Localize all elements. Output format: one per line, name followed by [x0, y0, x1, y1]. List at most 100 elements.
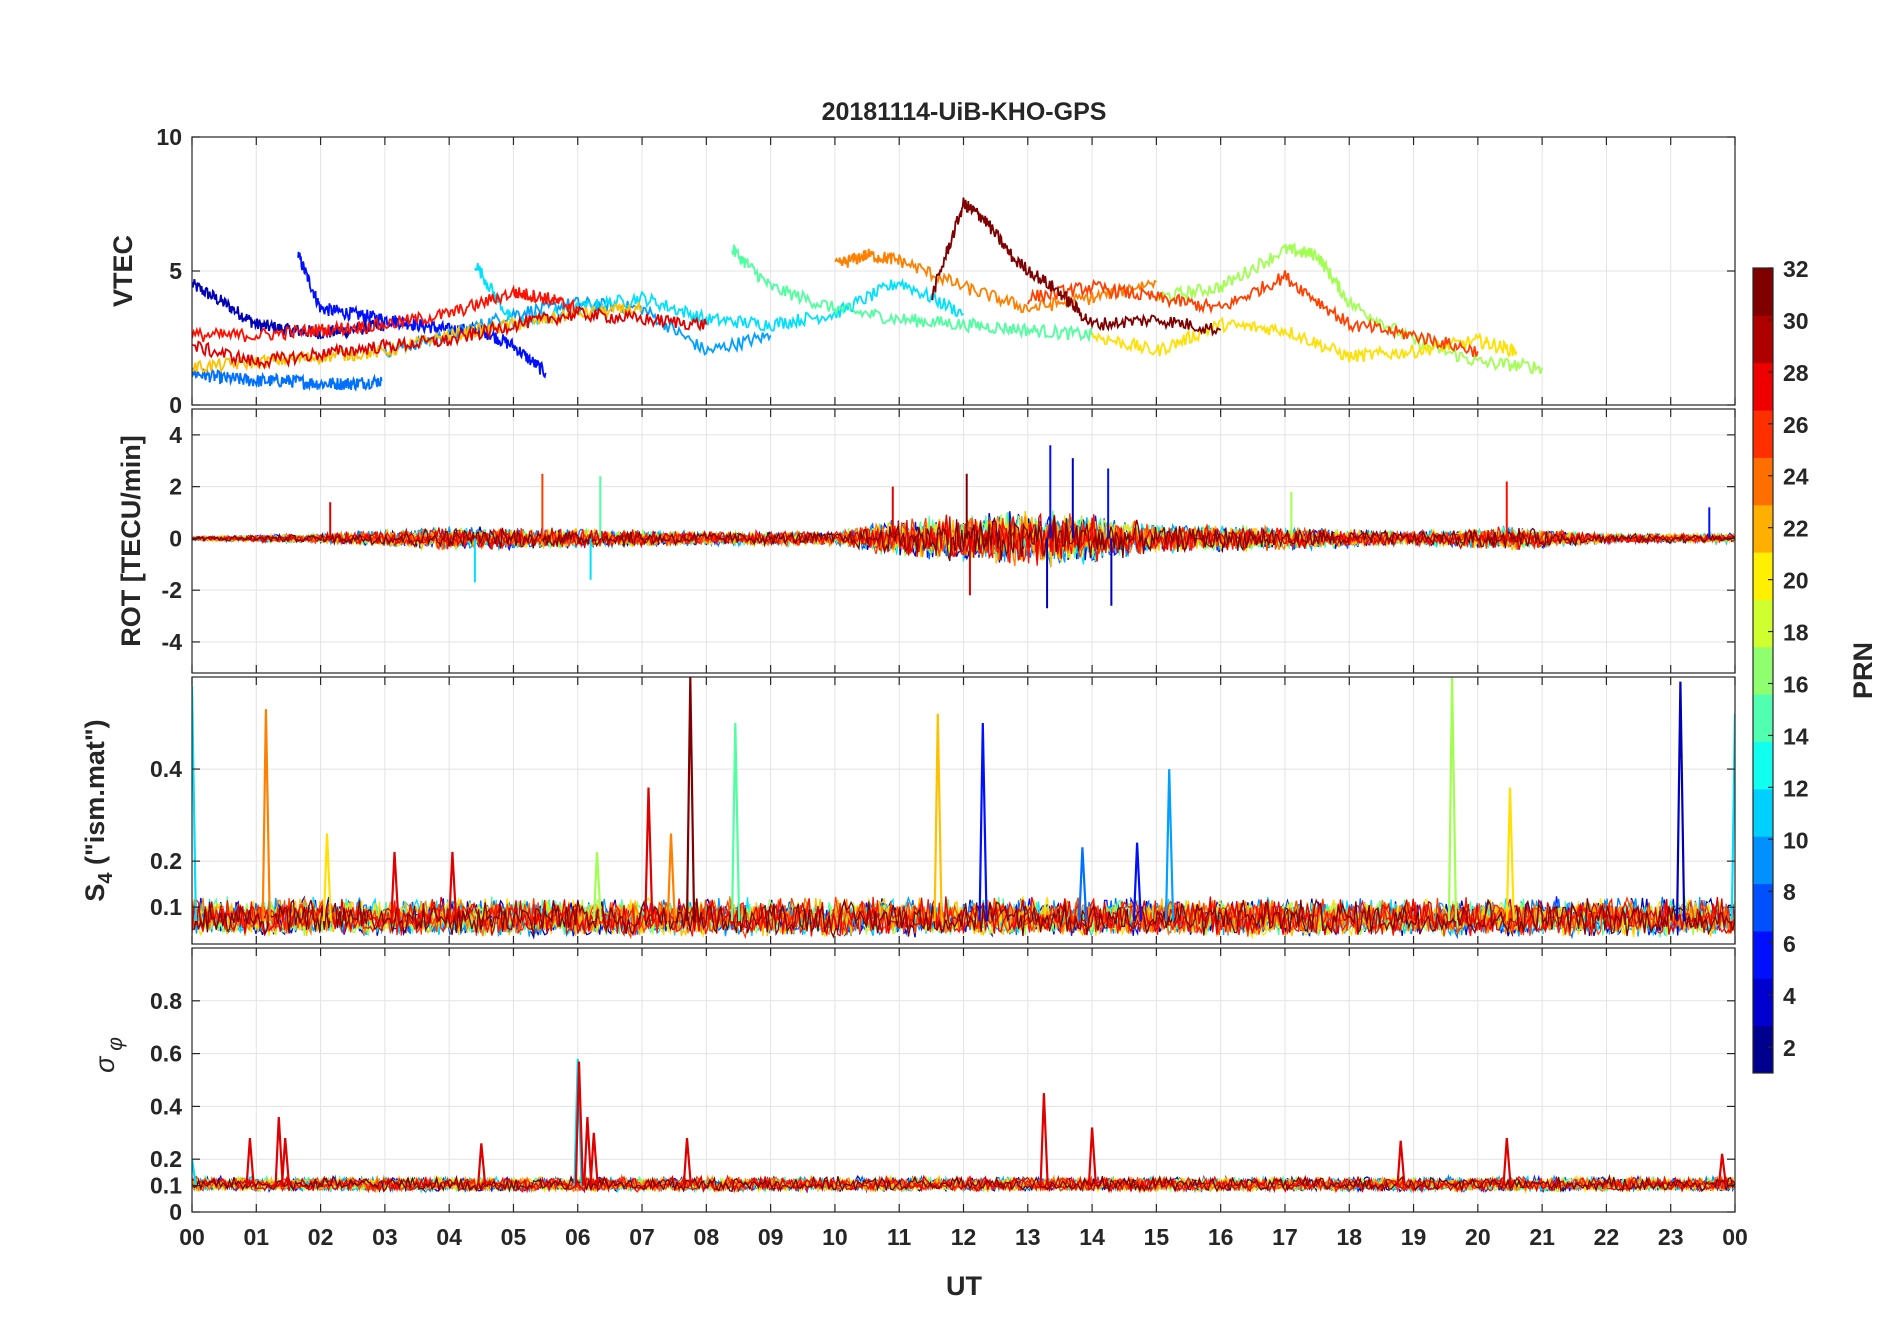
- vtec-series-prn-22: [192, 301, 643, 374]
- x-tick-label: 07: [629, 1224, 655, 1250]
- colorbar-segment: [1753, 457, 1773, 506]
- y-tick-label: 5: [169, 258, 182, 284]
- vtec-series-prn-24: [834, 248, 1157, 314]
- vtec-series-prn-16: [731, 244, 1093, 343]
- y-tick-label: 10: [156, 124, 182, 150]
- y-axis-label-panel-rot: ROT [TECU/min]: [116, 435, 146, 646]
- colorbar-tick-label: 6: [1783, 931, 1796, 957]
- y-axis-label-s4: S4 ("ism.mat"): [80, 719, 117, 901]
- s4-spike-0: [192, 686, 197, 922]
- y-tick-label: 0.4: [150, 1093, 182, 1119]
- y-tick-label: 0.2: [150, 848, 182, 874]
- x-axis-tick-labels: 00 01 02 03 04 05 06 07 08 09 10 11 12 13 14 15 16 17 18 19…: [179, 1224, 1748, 1250]
- colorbar-tick-label: 8: [1783, 879, 1796, 905]
- panel-s4: 0.1 0.2 0.4 S4 ("ism.mat"): [80, 676, 1736, 945]
- x-tick-label: 13: [1015, 1224, 1041, 1250]
- colorbar-segment: [1753, 836, 1773, 885]
- x-tick-label: 00: [1722, 1224, 1748, 1250]
- x-axis-label: UT: [946, 1271, 982, 1301]
- colorbar-tick-label: 30: [1783, 308, 1809, 334]
- s4-spike-15: [1447, 677, 1458, 922]
- x-tick-label: 15: [1144, 1224, 1170, 1250]
- s4-spike-3: [390, 851, 400, 922]
- colorbar-segment: [1753, 930, 1773, 979]
- x-tick-label: 09: [758, 1224, 784, 1250]
- sigma-spike-6: [574, 1061, 584, 1186]
- y-tick-label: 0.6: [150, 1041, 182, 1067]
- vtec-series-prn-28: [192, 284, 579, 343]
- s4-spike-13: [1132, 842, 1142, 922]
- s4-spike-4: [448, 851, 458, 922]
- colorbar-tick-label: 16: [1783, 671, 1809, 697]
- s4-spike-8: [685, 677, 696, 922]
- y-tick-label: 4: [169, 422, 182, 448]
- y-tick-label: 0.2: [150, 1146, 182, 1172]
- colorbar-segment: [1753, 599, 1773, 648]
- sigma-spike-13: [1502, 1138, 1512, 1186]
- x-tick-label: 06: [565, 1224, 591, 1250]
- colorbar-segment: [1753, 410, 1773, 458]
- vtec-series-prn-10: [384, 295, 772, 358]
- x-tick-label: 00: [179, 1224, 205, 1250]
- rot-trace-13: [192, 516, 1735, 562]
- chart-title: 20181114-UiB-KHO-GPS: [822, 98, 1107, 126]
- panel-sigma-phi: 00.10.2 0.4 0.6 0.8 σ φ: [90, 947, 1736, 1225]
- s4-spike-2: [322, 833, 332, 922]
- colorbar-tick-label: 32: [1783, 256, 1809, 282]
- colorbar-segment: [1753, 504, 1773, 553]
- y-axis-label-s4-main: S: [80, 884, 110, 902]
- s4-spike-16: [1505, 787, 1515, 922]
- y-tick-label: 0: [169, 525, 182, 551]
- x-tick-label: 08: [694, 1224, 720, 1250]
- colorbar-segment: [1753, 978, 1773, 1027]
- sigma-spike-12: [1396, 1140, 1406, 1186]
- colorbar-segment: [1753, 883, 1773, 932]
- x-tick-label: 22: [1594, 1224, 1620, 1250]
- vtec-series-prn-32: [931, 197, 1222, 337]
- colorbar-tick-label: 12: [1783, 775, 1809, 801]
- vtec-series-prn-20: [1091, 316, 1518, 363]
- x-tick-label: 14: [1079, 1224, 1105, 1250]
- x-tick-label: 04: [436, 1224, 462, 1250]
- x-tick-label: 03: [372, 1224, 398, 1250]
- s4-spike-6: [644, 787, 654, 922]
- plot-area-panel-rot: [192, 445, 1735, 609]
- y-axis-label-s4-sub: 4: [95, 872, 117, 884]
- colorbar-segment: [1753, 741, 1773, 790]
- y-tick-label: 0.1: [150, 1173, 182, 1199]
- colorbar-tick-label: 14: [1783, 723, 1809, 749]
- colorbar-tick-label: 2: [1783, 1035, 1796, 1061]
- plot-area-panel-sigma: [192, 1058, 1735, 1194]
- s4-spike-12: [1078, 847, 1088, 922]
- x-tick-label: 10: [822, 1224, 848, 1250]
- colorbar-tick-label: 22: [1783, 516, 1809, 542]
- plot-area-panel-vtec: [192, 197, 1543, 392]
- sigma-spike-0: [192, 1159, 197, 1186]
- y-tick-label: 0: [169, 392, 182, 418]
- sigma-spike-8: [589, 1132, 599, 1186]
- sigma-spike-9: [682, 1138, 692, 1186]
- colorbar-segment: [1753, 1025, 1773, 1074]
- sigma-spike-3: [280, 1138, 291, 1186]
- s4-spike-9: [730, 722, 741, 922]
- vtec-series-prn-12: [474, 262, 964, 332]
- sigma-spike-2: [274, 1116, 284, 1186]
- sigma-spike-5: [573, 1058, 583, 1186]
- s4-spike-1: [261, 709, 271, 922]
- y-tick-label: 0.4: [150, 756, 182, 782]
- s4-spike-5: [592, 851, 602, 922]
- sigma-spike-7: [583, 1116, 593, 1186]
- panel-rot: -4 -2 0 2 4 ROT [TECU/min]: [116, 408, 1736, 674]
- y-tick-label: -2: [162, 577, 182, 603]
- x-tick-label: 23: [1658, 1224, 1684, 1250]
- sigma-spike-10: [1039, 1093, 1049, 1186]
- colorbar-segment: [1753, 362, 1773, 411]
- x-tick-label: 01: [243, 1224, 269, 1250]
- s4-spike-14: [1164, 769, 1175, 922]
- colorbar-frame: [1752, 267, 1774, 1074]
- x-tick-label: 21: [1529, 1224, 1555, 1250]
- y-axis-label-panel-vtec: VTEC: [108, 235, 138, 307]
